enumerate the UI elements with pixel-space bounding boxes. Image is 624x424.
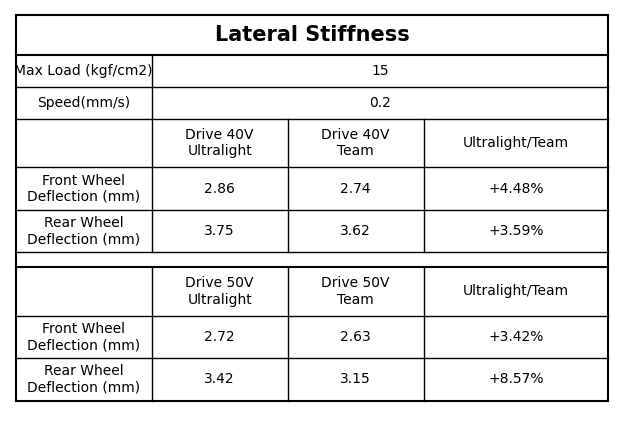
Text: +3.42%: +3.42% (489, 330, 544, 344)
Text: Front Wheel
Deflection (mm): Front Wheel Deflection (mm) (27, 322, 140, 352)
Text: Ultralight/Team: Ultralight/Team (463, 285, 569, 298)
Text: Lateral Stiffness: Lateral Stiffness (215, 25, 409, 45)
Text: Max Load (kgf/cm2): Max Load (kgf/cm2) (14, 64, 153, 78)
Text: 15: 15 (371, 64, 389, 78)
Text: 2.74: 2.74 (340, 181, 371, 196)
Text: 3.75: 3.75 (204, 224, 235, 238)
Text: Drive 40V
Ultralight: Drive 40V Ultralight (185, 128, 254, 158)
Text: 2.86: 2.86 (204, 181, 235, 196)
Text: +3.59%: +3.59% (489, 224, 544, 238)
Text: Front Wheel
Deflection (mm): Front Wheel Deflection (mm) (27, 173, 140, 204)
Text: 3.62: 3.62 (340, 224, 371, 238)
Text: Drive 40V
Team: Drive 40V Team (321, 128, 390, 158)
Text: 3.15: 3.15 (340, 372, 371, 387)
Text: Speed(mm/s): Speed(mm/s) (37, 96, 130, 110)
Text: 0.2: 0.2 (369, 96, 391, 110)
Text: Drive 50V
Team: Drive 50V Team (321, 276, 390, 307)
Text: Rear Wheel
Deflection (mm): Rear Wheel Deflection (mm) (27, 364, 140, 395)
Text: 3.42: 3.42 (204, 372, 235, 387)
Text: 2.63: 2.63 (340, 330, 371, 344)
Text: Rear Wheel
Deflection (mm): Rear Wheel Deflection (mm) (27, 216, 140, 246)
Text: +8.57%: +8.57% (489, 372, 544, 387)
Text: Ultralight/Team: Ultralight/Team (463, 136, 569, 150)
Text: Drive 50V
Ultralight: Drive 50V Ultralight (185, 276, 254, 307)
Text: +4.48%: +4.48% (489, 181, 544, 196)
Text: 2.72: 2.72 (204, 330, 235, 344)
